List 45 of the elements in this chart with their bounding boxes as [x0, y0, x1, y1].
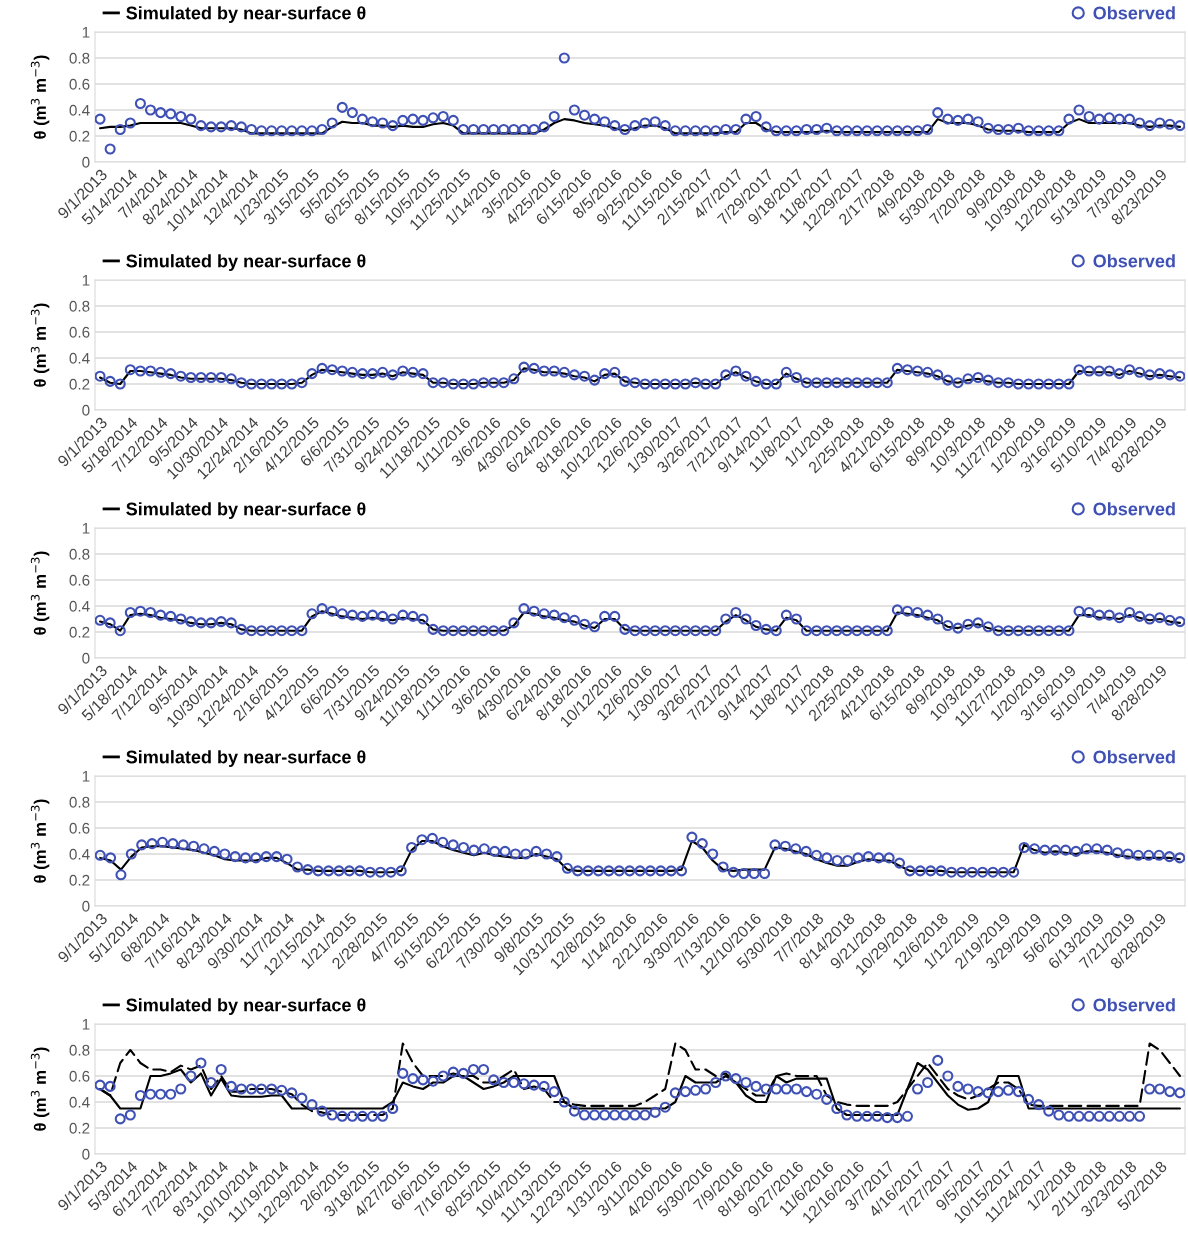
legend-label: Observed — [1093, 998, 1175, 1012]
y-tick-label: 0.2 — [69, 626, 90, 638]
legend-label: Simulated by near-surface θ — [126, 502, 366, 519]
y-axis-title: θ (m$^{3}$ m$^{−3}$) — [30, 1047, 50, 1131]
y-tick-label: 1 — [82, 523, 90, 534]
y-axis-title: θ (m$^{3}$ m$^{−3}$) — [30, 55, 50, 139]
legend-label: Observed — [1093, 750, 1175, 764]
y-tick-label: 0.2 — [69, 378, 90, 390]
y-tick-label: 0 — [82, 404, 90, 416]
y-tick-label: 0.2 — [69, 130, 90, 142]
y-tick-label: 0.8 — [69, 796, 90, 808]
y-tick-label: 0.8 — [69, 1044, 90, 1056]
y-tick-label: 0.6 — [69, 574, 90, 586]
y-tick-label: 1 — [82, 771, 90, 782]
y-tick-label: 1 — [82, 1019, 90, 1030]
y-tick-label: 0.2 — [69, 1122, 90, 1134]
y-tick-label: 0.6 — [69, 78, 90, 90]
y-tick-label: 0.4 — [69, 600, 90, 612]
y-tick-label: 0.4 — [69, 352, 90, 364]
y-tick-label: 0.8 — [69, 300, 90, 312]
y-tick-label: 0.4 — [69, 104, 90, 116]
y-axis-title: θ (m$^{3}$ m$^{−3}$) — [30, 551, 50, 635]
y-tick-label: 0 — [82, 156, 90, 168]
y-tick-label: 0.6 — [69, 1070, 90, 1082]
y-tick-label: 0.8 — [69, 548, 90, 560]
y-tick-label: 1 — [82, 275, 90, 286]
legend-label: Simulated by near-surface θ — [126, 998, 366, 1015]
y-axis-title: θ (m$^{3}$ m$^{−3}$) — [30, 303, 50, 387]
y-axis-title: θ (m$^{3}$ m$^{−3}$) — [30, 799, 50, 883]
y-tick-label: 1 — [82, 27, 90, 38]
legend-label: Simulated by near-surface θ — [126, 6, 366, 23]
y-tick-label: 0.2 — [69, 874, 90, 886]
y-tick-label: 0 — [82, 900, 90, 912]
legend-label: Observed — [1093, 254, 1175, 268]
y-tick-label: 0.6 — [69, 326, 90, 338]
y-tick-label: 0.4 — [69, 1096, 90, 1108]
y-tick-label: 0.8 — [69, 52, 90, 64]
legend-label: Observed — [1093, 502, 1175, 516]
y-tick-label: 0.4 — [69, 848, 90, 860]
legend-label: Simulated by near-surface θ — [126, 254, 366, 271]
y-tick-label: 0 — [82, 1148, 90, 1160]
legend-label: Simulated by near-surface θ — [126, 750, 366, 767]
y-tick-label: 0 — [82, 652, 90, 664]
y-tick-label: 0.6 — [69, 822, 90, 834]
legend-label: Observed — [1093, 6, 1175, 20]
